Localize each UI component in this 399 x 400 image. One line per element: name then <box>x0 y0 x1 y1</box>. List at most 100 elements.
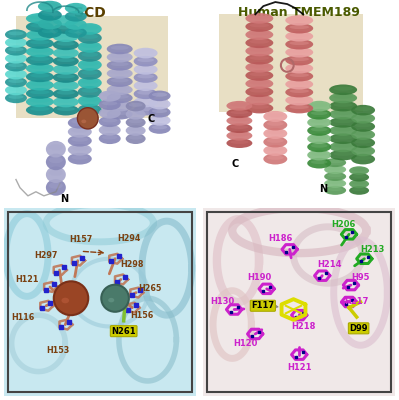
Ellipse shape <box>5 45 27 56</box>
Ellipse shape <box>351 154 375 164</box>
Ellipse shape <box>245 21 273 32</box>
Ellipse shape <box>328 174 343 177</box>
Ellipse shape <box>81 34 98 39</box>
Ellipse shape <box>352 181 366 184</box>
Ellipse shape <box>230 103 249 106</box>
Ellipse shape <box>57 66 75 70</box>
Ellipse shape <box>46 141 66 158</box>
Ellipse shape <box>289 97 309 101</box>
Ellipse shape <box>57 50 75 54</box>
Ellipse shape <box>81 43 98 48</box>
Ellipse shape <box>351 105 375 116</box>
Ellipse shape <box>134 80 158 91</box>
Ellipse shape <box>349 186 369 195</box>
Ellipse shape <box>250 64 269 68</box>
Ellipse shape <box>245 95 273 105</box>
Ellipse shape <box>111 111 129 115</box>
Ellipse shape <box>329 117 357 128</box>
Ellipse shape <box>307 142 331 152</box>
Ellipse shape <box>250 48 269 52</box>
Ellipse shape <box>333 144 353 148</box>
Ellipse shape <box>126 134 146 144</box>
Ellipse shape <box>53 97 79 107</box>
Ellipse shape <box>102 127 117 131</box>
Ellipse shape <box>134 72 158 83</box>
Ellipse shape <box>68 144 92 156</box>
Ellipse shape <box>126 109 146 120</box>
Ellipse shape <box>152 117 167 121</box>
Ellipse shape <box>78 77 102 89</box>
Ellipse shape <box>230 133 249 136</box>
Ellipse shape <box>107 101 132 111</box>
Ellipse shape <box>245 46 273 56</box>
Ellipse shape <box>99 108 120 118</box>
Ellipse shape <box>285 23 313 34</box>
Ellipse shape <box>324 172 346 181</box>
Ellipse shape <box>8 63 24 67</box>
Ellipse shape <box>30 32 50 36</box>
Ellipse shape <box>49 144 63 150</box>
Ellipse shape <box>333 86 353 90</box>
Ellipse shape <box>38 27 62 38</box>
Ellipse shape <box>5 93 27 103</box>
Ellipse shape <box>267 122 284 126</box>
Ellipse shape <box>78 86 102 98</box>
Ellipse shape <box>311 111 328 115</box>
Ellipse shape <box>128 119 142 123</box>
Text: H214: H214 <box>318 260 342 269</box>
Ellipse shape <box>57 58 75 62</box>
Ellipse shape <box>333 152 353 156</box>
Ellipse shape <box>352 168 366 171</box>
Ellipse shape <box>324 186 346 195</box>
Ellipse shape <box>102 135 117 139</box>
Ellipse shape <box>289 49 309 53</box>
Ellipse shape <box>355 156 371 160</box>
Ellipse shape <box>26 80 54 90</box>
Ellipse shape <box>134 97 158 107</box>
Ellipse shape <box>53 40 79 50</box>
Text: H265: H265 <box>138 284 161 293</box>
Ellipse shape <box>250 88 269 93</box>
Ellipse shape <box>68 13 83 17</box>
Ellipse shape <box>329 109 357 120</box>
Ellipse shape <box>49 157 63 163</box>
Ellipse shape <box>81 88 98 93</box>
Ellipse shape <box>285 103 313 113</box>
Ellipse shape <box>152 93 167 97</box>
Ellipse shape <box>329 134 357 144</box>
Ellipse shape <box>81 61 98 66</box>
Ellipse shape <box>263 154 287 164</box>
Ellipse shape <box>30 48 50 52</box>
Ellipse shape <box>227 116 253 126</box>
Ellipse shape <box>128 111 142 115</box>
Ellipse shape <box>311 136 328 140</box>
Ellipse shape <box>349 173 369 182</box>
Bar <box>16 16 168 118</box>
Text: F117: F117 <box>251 301 275 310</box>
Ellipse shape <box>267 156 284 160</box>
Ellipse shape <box>137 66 154 70</box>
Ellipse shape <box>68 5 83 9</box>
Ellipse shape <box>49 170 63 176</box>
Ellipse shape <box>289 41 309 45</box>
Ellipse shape <box>245 62 273 73</box>
Text: H206: H206 <box>331 220 356 230</box>
Ellipse shape <box>328 160 343 163</box>
Ellipse shape <box>285 31 313 42</box>
Ellipse shape <box>285 71 313 82</box>
Ellipse shape <box>107 84 132 95</box>
Ellipse shape <box>263 128 287 139</box>
Ellipse shape <box>245 78 273 89</box>
Ellipse shape <box>328 167 343 170</box>
Ellipse shape <box>351 129 375 140</box>
Ellipse shape <box>78 32 102 44</box>
Ellipse shape <box>311 127 328 131</box>
Ellipse shape <box>285 79 313 90</box>
Ellipse shape <box>333 95 353 99</box>
Ellipse shape <box>53 72 79 83</box>
Ellipse shape <box>307 150 331 160</box>
Ellipse shape <box>126 117 146 128</box>
Ellipse shape <box>134 48 158 58</box>
Ellipse shape <box>53 15 79 26</box>
Ellipse shape <box>227 131 253 140</box>
